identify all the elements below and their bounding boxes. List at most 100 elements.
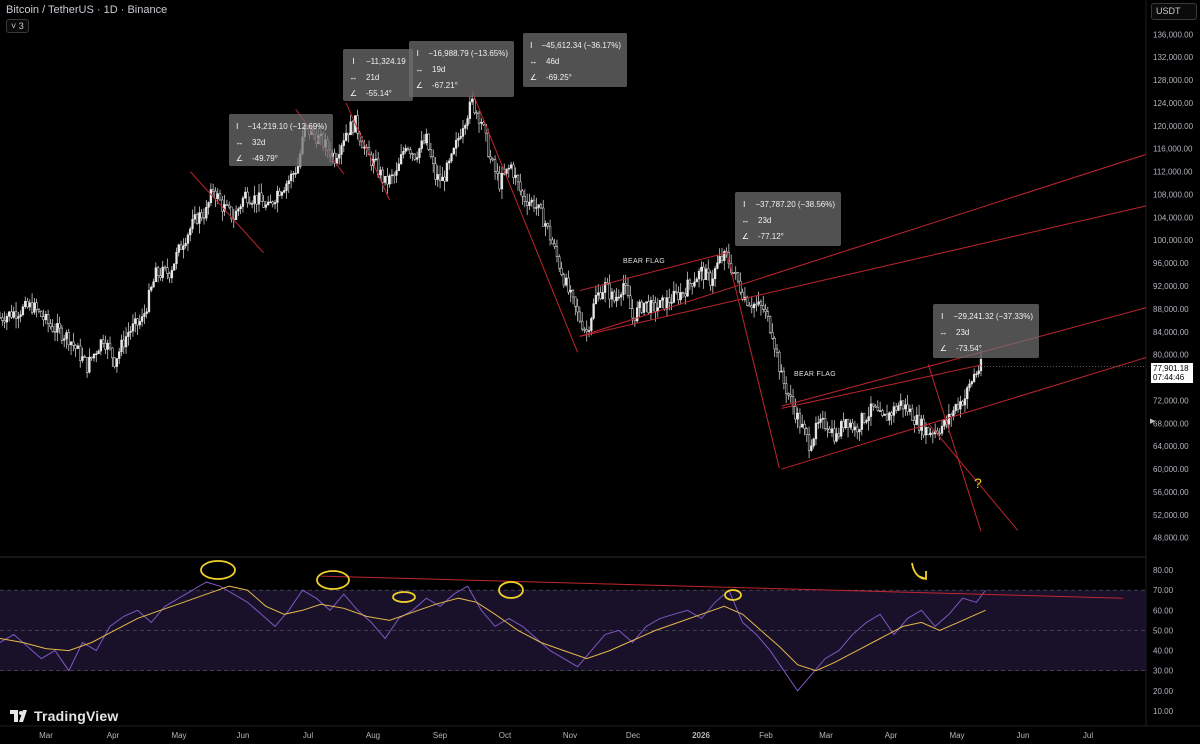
question-mark-annotation: ? <box>974 475 982 491</box>
candle-body <box>287 180 290 185</box>
candle-body <box>420 140 423 149</box>
measure-angle: -67.21° <box>432 80 458 90</box>
candle-body <box>658 299 662 308</box>
measure-price-change: −29,241.32 (−37.33%) <box>953 311 1033 321</box>
candle-body <box>940 425 944 434</box>
measure-price-change: −16,988.79 (−13.65%) <box>428 48 508 58</box>
time-axis-label: 2026 <box>692 731 710 740</box>
candle-body <box>207 202 210 208</box>
price-axis-label: 104,000.00 <box>1153 213 1194 222</box>
candle-body <box>10 311 13 318</box>
candle-body <box>688 279 692 284</box>
candle-body <box>817 422 820 424</box>
price-axis-label: 48,000.00 <box>1153 534 1189 543</box>
candle-body <box>631 308 634 319</box>
candles-group <box>0 95 983 459</box>
candle-body <box>640 301 643 313</box>
currency-selector[interactable]: USDT <box>1151 3 1197 20</box>
candle-body <box>156 267 160 276</box>
candle-body <box>972 374 976 382</box>
candle-body <box>713 268 717 280</box>
candle-body <box>587 330 591 332</box>
time-axis-label: Aug <box>366 731 380 740</box>
candle-body <box>99 339 102 352</box>
candle-body <box>395 170 398 176</box>
flag-upper-line <box>781 364 982 409</box>
candle-body <box>878 410 882 412</box>
candle-body <box>780 370 783 373</box>
candle-body <box>448 160 451 164</box>
candle-body <box>823 418 827 429</box>
channel-line <box>579 205 1147 337</box>
candle-body <box>360 140 364 149</box>
candle-body <box>567 277 570 293</box>
candle-body <box>19 314 22 317</box>
candle-body <box>280 192 284 196</box>
measure-box-3: Ι −16,988.79 (−13.65%) ↔ 19d ∠ -67.21° <box>409 41 514 97</box>
candle-body <box>860 413 863 430</box>
candle-body <box>225 204 229 206</box>
candle-body <box>569 289 572 293</box>
candle-body <box>189 228 192 236</box>
candle-body <box>828 428 831 433</box>
candle-body <box>526 201 529 206</box>
candle-body <box>924 427 928 436</box>
candle-body <box>65 332 68 340</box>
candle-body <box>234 210 238 220</box>
candle-body <box>241 197 245 207</box>
candle-body <box>480 121 483 124</box>
candle-body <box>814 422 818 440</box>
time-axis-label: Jul <box>1083 731 1093 740</box>
candle-body <box>629 295 632 309</box>
candle-body <box>294 172 297 175</box>
measure-angle: -77.12° <box>758 231 784 241</box>
candle-body <box>798 412 802 428</box>
candle-body <box>198 212 201 224</box>
candle-body <box>452 148 455 155</box>
candle-body <box>457 138 460 141</box>
measure-box-4: Ι −45,612.34 (−36.17%) ↔ 46d ∠ -69.25° <box>523 33 627 87</box>
flag-upper-line <box>579 252 727 292</box>
candle-body <box>532 199 536 209</box>
candle-body <box>223 204 226 212</box>
candle-body <box>166 267 169 274</box>
candle-body <box>81 356 84 361</box>
candle-body <box>711 278 714 286</box>
candle-body <box>388 175 391 185</box>
measure-box-5: Ι −37,787.20 (−38.56%) ↔ 23d ∠ -77.12° <box>735 192 841 246</box>
candle-body <box>619 294 623 298</box>
time-axis-label: Dec <box>626 731 640 740</box>
candle-body <box>427 133 430 150</box>
candle-body <box>131 323 135 332</box>
candle-body <box>853 426 857 431</box>
candle-body <box>931 432 934 435</box>
time-axis-label: Sep <box>433 731 448 740</box>
scroll-arrow-icon[interactable]: ▶ <box>1150 418 1156 425</box>
indicator-toggle-button[interactable]: ˅ 3 <box>6 19 29 33</box>
candle-body <box>821 418 824 420</box>
candle-body <box>560 267 563 275</box>
candle-body <box>509 164 513 169</box>
candle-body <box>888 412 891 421</box>
candle-body <box>881 410 884 416</box>
candle-body <box>496 171 499 174</box>
candle-body <box>608 283 611 300</box>
price-axis-label: 136,000.00 <box>1153 30 1194 39</box>
candle-body <box>246 191 249 204</box>
candle-body <box>782 370 786 384</box>
candle-body <box>837 433 841 437</box>
candle-body <box>663 297 666 310</box>
candle-body <box>695 278 698 283</box>
candle-body <box>349 121 352 136</box>
time-axis-label: Mar <box>819 731 833 740</box>
measure-duration: 32d <box>252 137 266 147</box>
candle-body <box>677 292 680 301</box>
candle-body <box>723 251 726 261</box>
candle-body <box>493 159 497 172</box>
candle-body <box>186 234 190 244</box>
candle-body <box>347 132 350 136</box>
candle-body <box>610 291 614 300</box>
candle-body <box>505 168 508 174</box>
price-axis-label: 100,000.00 <box>1153 236 1194 245</box>
